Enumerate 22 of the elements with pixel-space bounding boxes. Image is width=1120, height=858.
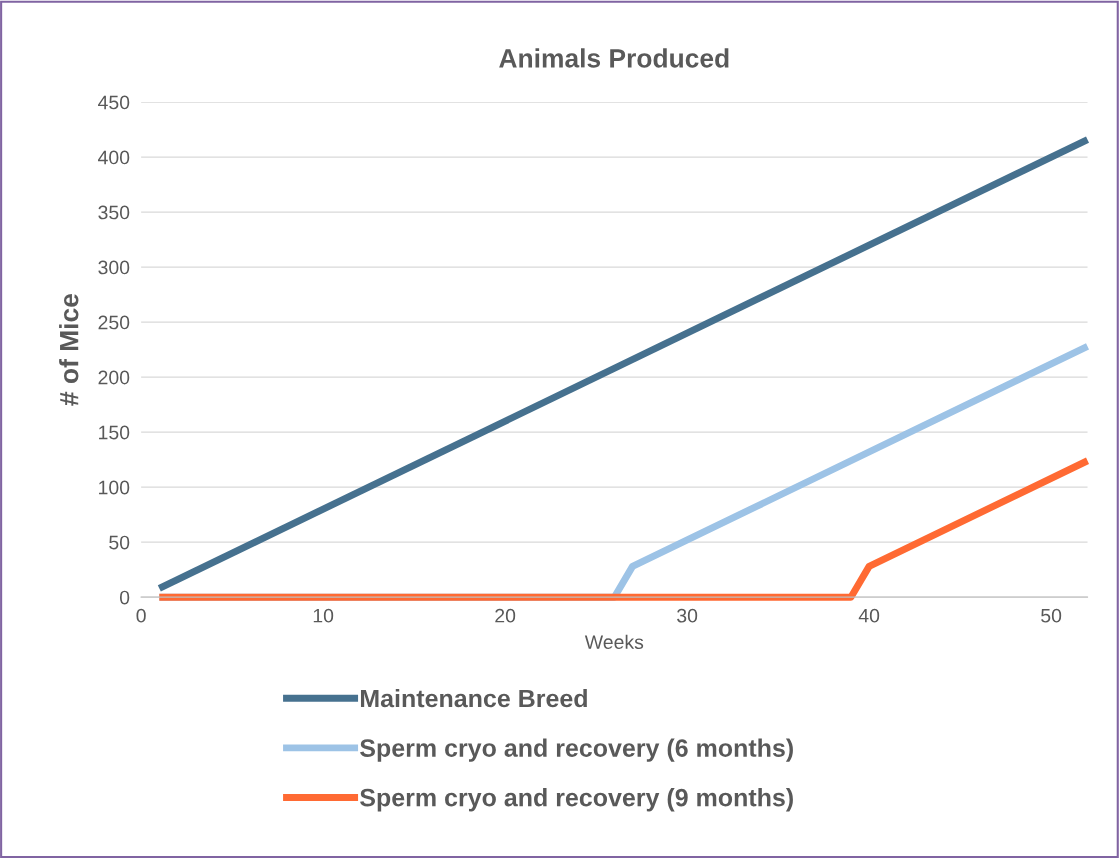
x-tick-label: 0 xyxy=(136,608,146,623)
legend-label: Sperm cryo and recovery (6 months) xyxy=(360,738,793,762)
y-tick-label: 150 xyxy=(99,425,130,440)
y-tick-label: 400 xyxy=(98,150,130,165)
y-tick-label: 350 xyxy=(98,205,130,220)
x-tick-label: 40 xyxy=(858,608,880,623)
y-tick-label: 50 xyxy=(109,535,130,550)
y-tick-label: 250 xyxy=(98,315,130,330)
y-tick-label: 300 xyxy=(98,260,130,275)
x-tick-label: 30 xyxy=(677,608,698,623)
y-tick-label: 0 xyxy=(119,590,130,605)
x-axis-title: Weeks xyxy=(584,634,644,650)
x-tick-label: 50 xyxy=(1041,608,1062,623)
y-tick-label: 450 xyxy=(98,95,130,110)
y-tick-label: 200 xyxy=(98,370,130,385)
chart-title: Animals Produced xyxy=(499,48,729,68)
x-tick-label: 20 xyxy=(495,608,516,623)
y-tick-label: 100 xyxy=(99,480,130,495)
legend-label: Sperm cryo and recovery (9 months) xyxy=(360,788,793,812)
legend-label: Maintenance Breed xyxy=(360,688,587,708)
y-axis-title: # of Mice xyxy=(59,294,79,406)
x-tick-label: 10 xyxy=(313,608,334,623)
